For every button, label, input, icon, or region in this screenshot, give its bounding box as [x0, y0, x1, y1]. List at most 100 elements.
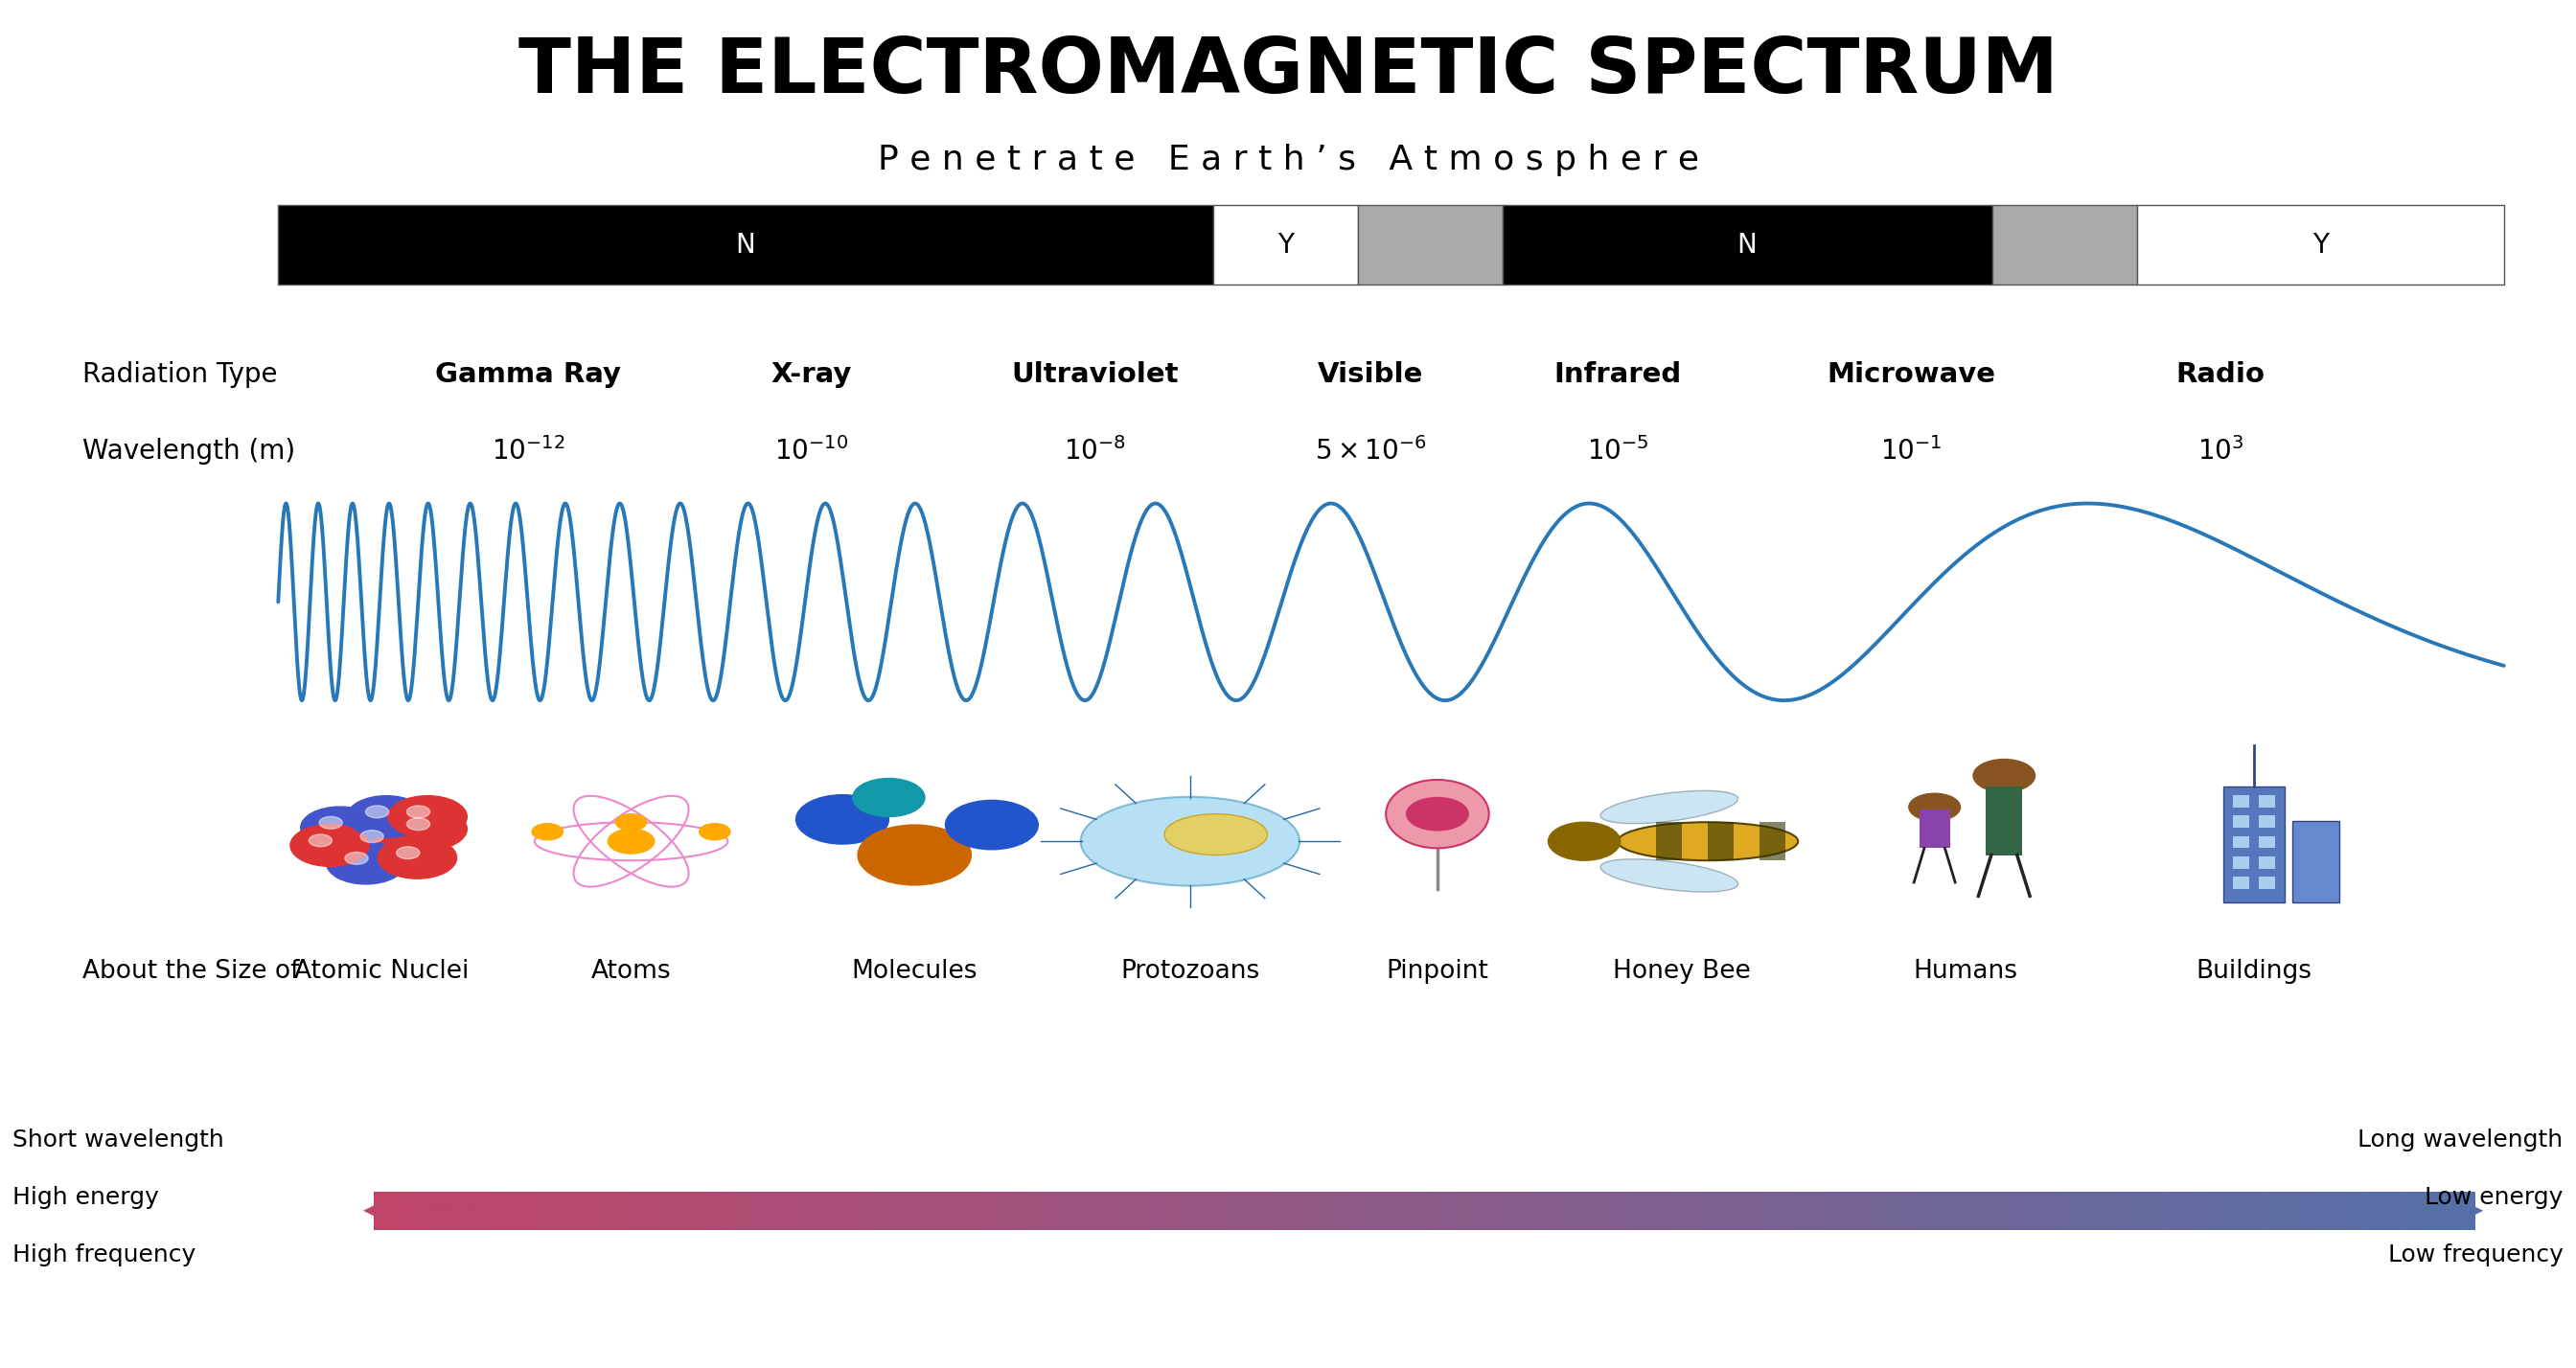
Bar [2066, 1192, 2076, 1230]
Text: $10^{-12}$: $10^{-12}$ [492, 438, 564, 465]
Bar [1842, 1192, 1852, 1230]
Bar [2130, 1192, 2141, 1230]
Bar [1899, 1192, 1909, 1230]
Bar [1669, 1192, 1677, 1230]
Circle shape [1548, 822, 1620, 860]
Bar [2375, 1192, 2385, 1230]
Bar [1206, 1192, 1216, 1230]
Bar [1605, 1192, 1615, 1230]
Bar [667, 1192, 677, 1230]
Bar [1731, 1192, 1741, 1230]
Bar [732, 1192, 739, 1230]
Text: Pinpoint: Pinpoint [1386, 959, 1489, 984]
Bar [654, 1192, 662, 1230]
Bar [1079, 1192, 1090, 1230]
Bar [1157, 1192, 1167, 1230]
Bar [464, 1192, 474, 1230]
Ellipse shape [1082, 796, 1298, 886]
Bar [1010, 1192, 1020, 1230]
Text: Molecules: Molecules [853, 959, 976, 984]
Bar [1450, 1192, 1461, 1230]
Circle shape [361, 830, 384, 843]
Bar [1662, 1192, 1672, 1230]
Bar [1381, 1192, 1391, 1230]
Bar [2233, 836, 2249, 848]
Bar [1808, 1192, 1819, 1230]
Bar [1046, 1192, 1056, 1230]
Bar [435, 1192, 446, 1230]
Bar [1502, 205, 1991, 285]
Bar [1445, 1192, 1453, 1230]
Ellipse shape [1600, 791, 1739, 824]
Text: About the Size of: About the Size of [82, 959, 299, 984]
Bar [2012, 1192, 2020, 1230]
Bar [577, 1192, 585, 1230]
Bar [1919, 810, 1950, 848]
Bar [878, 1192, 886, 1230]
Bar [2045, 1192, 2056, 1230]
Bar [708, 1192, 719, 1230]
Bar [513, 1192, 523, 1230]
Bar [1674, 1192, 1685, 1230]
Bar [2318, 1192, 2329, 1230]
Bar [2208, 1192, 2215, 1230]
Bar [1507, 1192, 1517, 1230]
Bar [1494, 1192, 1502, 1230]
Circle shape [858, 825, 971, 885]
Bar [940, 1192, 951, 1230]
Text: THE ELECTROMAGNETIC SPECTRUM: THE ELECTROMAGNETIC SPECTRUM [518, 34, 2058, 109]
Bar [814, 1192, 824, 1230]
Bar [1479, 1192, 1489, 1230]
Circle shape [608, 829, 654, 854]
Bar [675, 1192, 685, 1230]
Bar [822, 1192, 832, 1230]
Bar [1788, 1192, 1795, 1230]
Bar [634, 1192, 641, 1230]
Text: N: N [1736, 231, 1757, 259]
Bar [1177, 1192, 1188, 1230]
Bar [471, 1192, 482, 1230]
Bar [1535, 1192, 1546, 1230]
Circle shape [407, 806, 430, 818]
Text: Short wavelength: Short wavelength [13, 1129, 224, 1152]
Bar [1968, 1192, 1978, 1230]
Bar [2259, 856, 2275, 869]
Bar [1986, 787, 2022, 855]
Bar [2259, 836, 2275, 848]
Bar [1499, 1192, 1510, 1230]
Circle shape [796, 795, 889, 844]
Bar [1270, 1192, 1278, 1230]
Bar [2460, 1192, 2468, 1230]
Bar [1597, 1192, 1607, 1230]
Bar [1996, 1192, 2007, 1230]
Text: Low frequency: Low frequency [2388, 1244, 2563, 1267]
Bar [1801, 1192, 1811, 1230]
Bar [605, 1192, 613, 1230]
Bar [835, 1192, 845, 1230]
Bar [1656, 822, 1682, 860]
Bar [1401, 1192, 1412, 1230]
Bar [1283, 1192, 1293, 1230]
Bar [1059, 1192, 1069, 1230]
Bar [2354, 1192, 2365, 1230]
Bar [2053, 1192, 2063, 1230]
Bar [1914, 1192, 1922, 1230]
Bar [402, 1192, 412, 1230]
Bar [394, 1192, 404, 1230]
Bar [1360, 1192, 1370, 1230]
Bar [2383, 1192, 2391, 1230]
Bar [2221, 1192, 2231, 1230]
Bar [953, 1192, 963, 1230]
Bar [1850, 1192, 1860, 1230]
Text: $10^{-8}$: $10^{-8}$ [1064, 438, 1126, 465]
Bar [1695, 1192, 1705, 1230]
Bar [2089, 1192, 2097, 1230]
Bar [1528, 1192, 1538, 1230]
Bar [1963, 1192, 1971, 1230]
Bar [1213, 1192, 1224, 1230]
Bar [1074, 1192, 1082, 1230]
Bar [1298, 1192, 1306, 1230]
Bar [829, 1192, 837, 1230]
Bar [737, 1192, 747, 1230]
Bar [2259, 877, 2275, 889]
